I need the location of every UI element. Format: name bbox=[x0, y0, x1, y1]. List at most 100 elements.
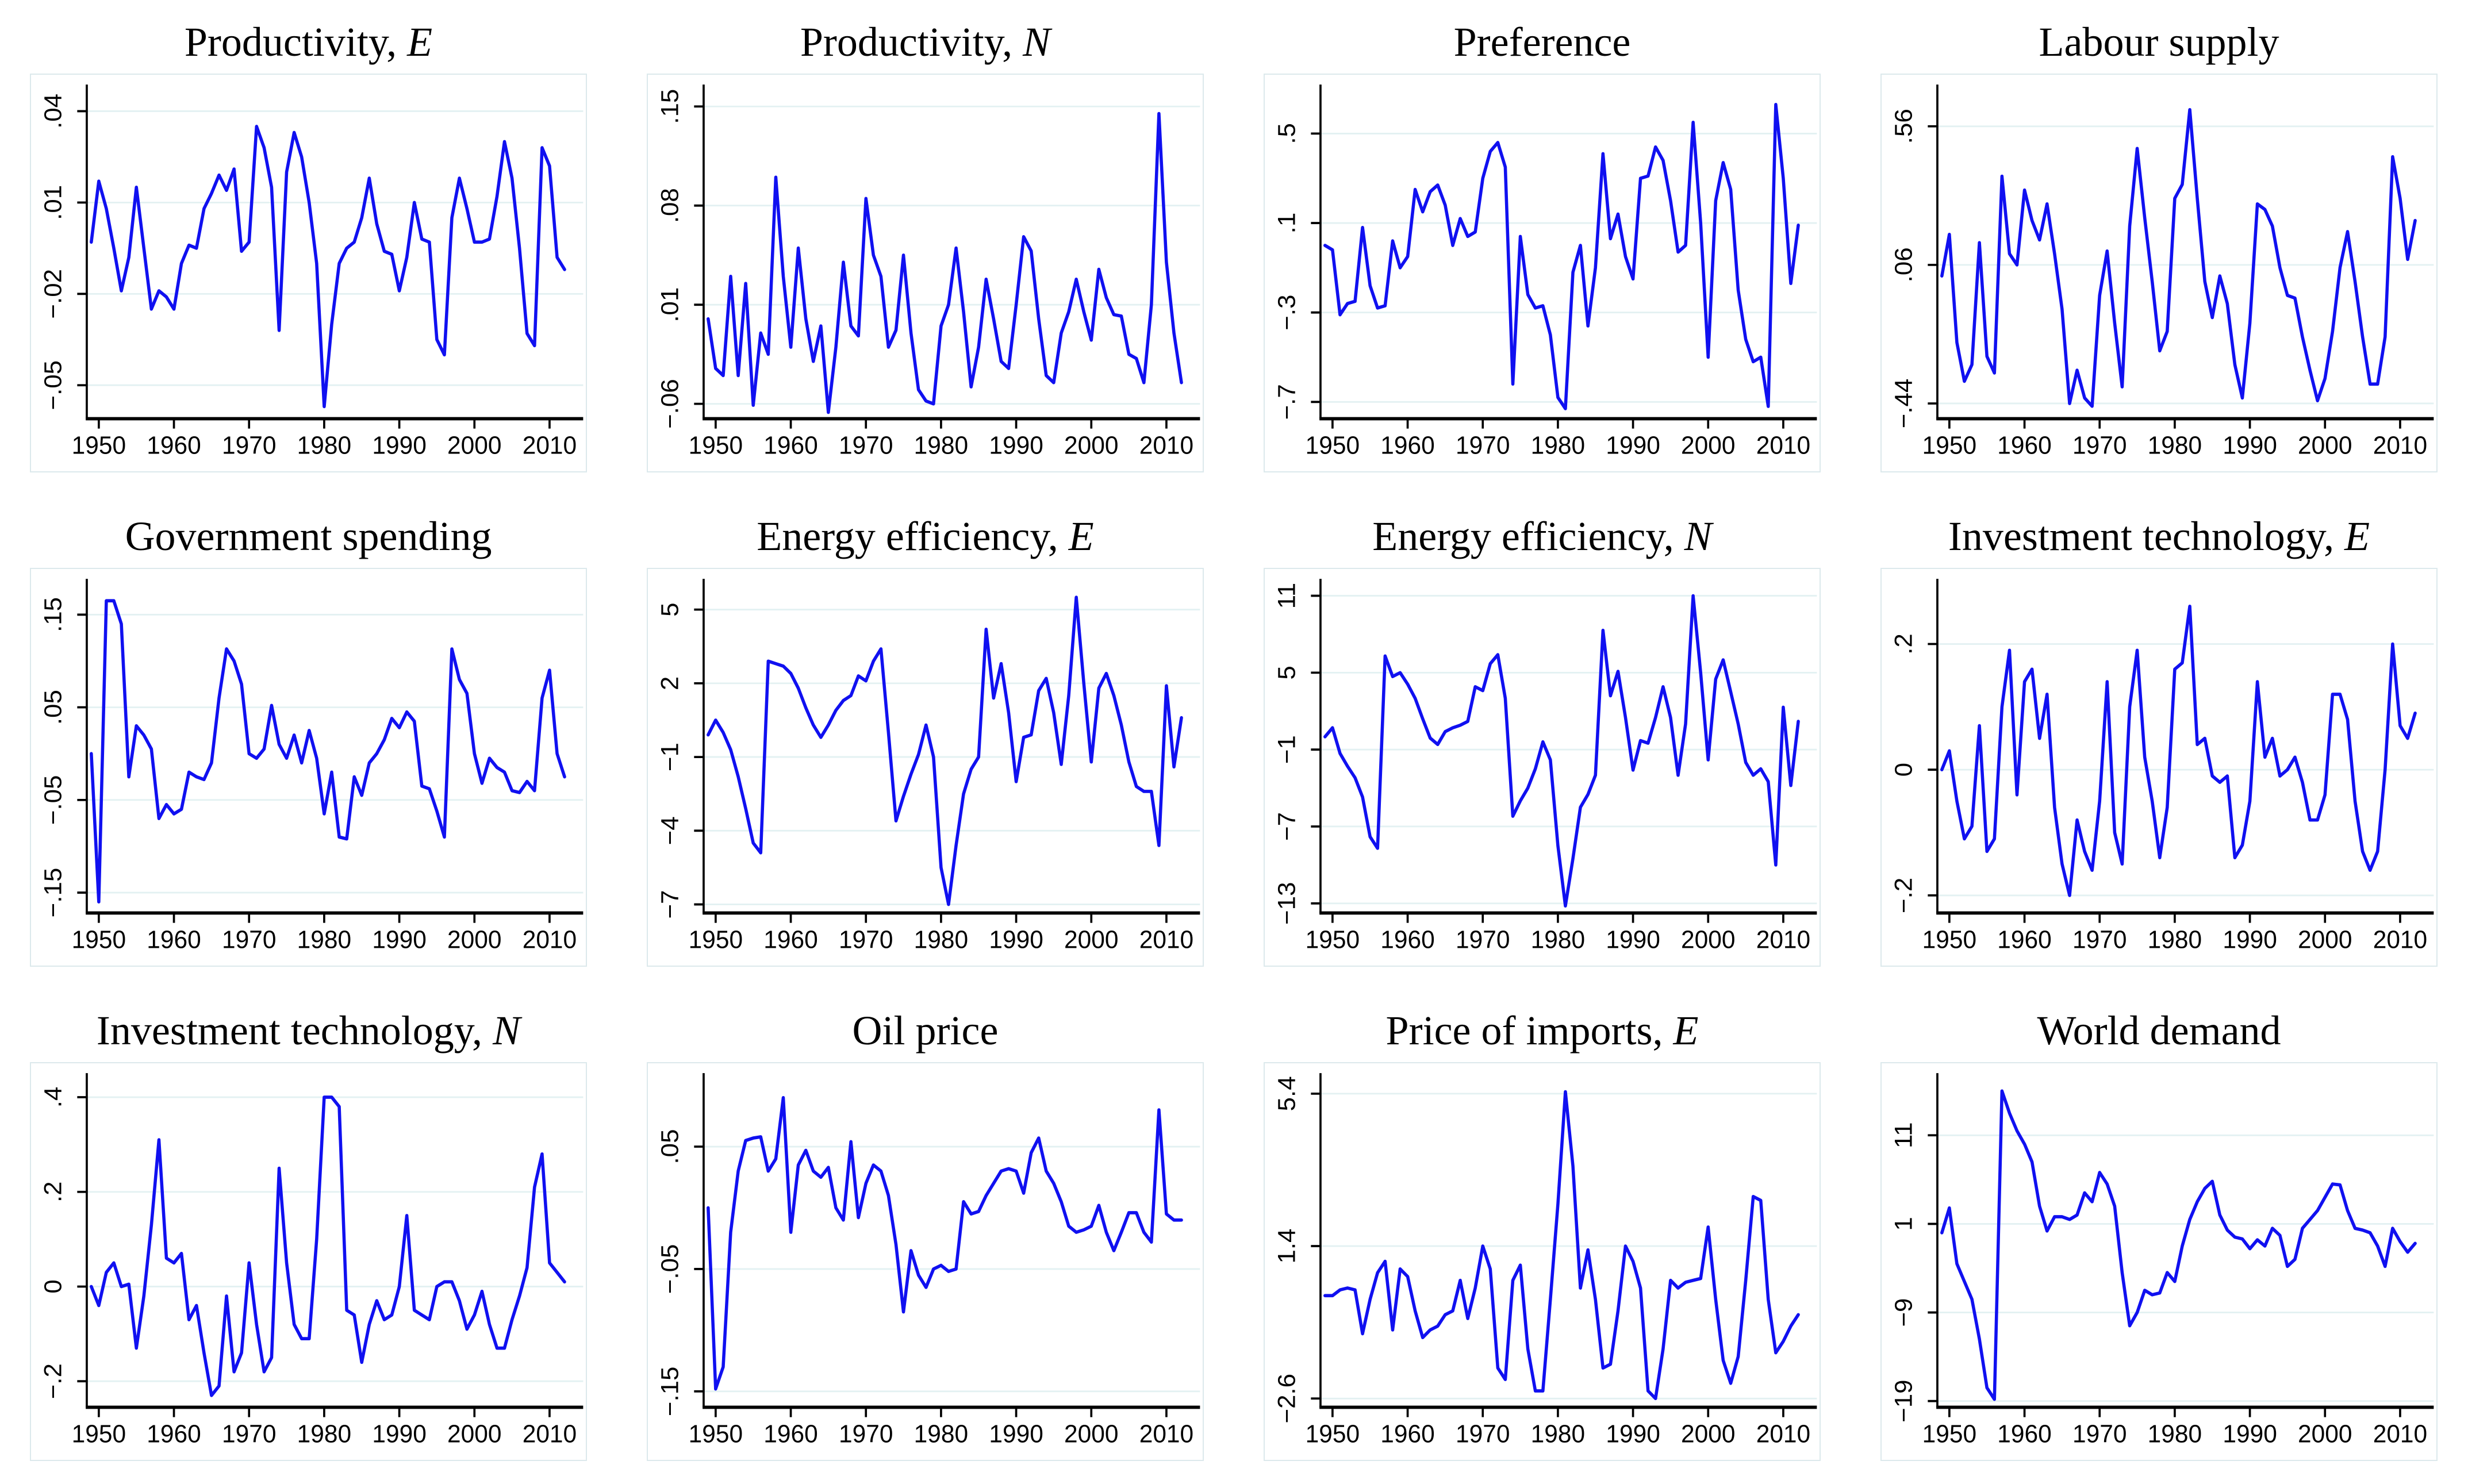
chart-title-text: Labour supply bbox=[2039, 19, 2279, 65]
svg-text:1970: 1970 bbox=[839, 432, 893, 460]
chart-title-text: Preference bbox=[1453, 19, 1631, 65]
plot-panel: 11 5 −1 −7 −13 1950 1960 1970 1980 1990 2000 2010 bbox=[1264, 568, 1821, 967]
svg-text:1990: 1990 bbox=[372, 1420, 426, 1448]
svg-text:1960: 1960 bbox=[763, 1420, 817, 1448]
svg-text:1980: 1980 bbox=[2148, 926, 2202, 954]
svg-text:1960: 1960 bbox=[1380, 432, 1434, 460]
svg-text:1960: 1960 bbox=[1380, 926, 1434, 954]
svg-text:−2.6: −2.6 bbox=[1273, 1374, 1300, 1424]
svg-text:.2: .2 bbox=[1890, 633, 1917, 655]
svg-text:1970: 1970 bbox=[839, 1420, 893, 1448]
chart-title-text: Price of imports, bbox=[1385, 1008, 1674, 1054]
svg-text:1990: 1990 bbox=[989, 1420, 1043, 1448]
svg-text:1.4: 1.4 bbox=[1273, 1229, 1300, 1264]
svg-text:1970: 1970 bbox=[2072, 432, 2127, 460]
svg-text:1950: 1950 bbox=[72, 926, 126, 954]
svg-text:−.05: −.05 bbox=[657, 1244, 684, 1294]
chart-title-oil-price: Oil price bbox=[640, 998, 1211, 1062]
svg-text:1980: 1980 bbox=[2148, 1420, 2202, 1448]
svg-text:.08: .08 bbox=[657, 188, 684, 223]
svg-text:2000: 2000 bbox=[1681, 926, 1735, 954]
svg-text:1990: 1990 bbox=[372, 432, 426, 460]
svg-text:2000: 2000 bbox=[1681, 1420, 1735, 1448]
svg-text:1970: 1970 bbox=[1456, 1420, 1510, 1448]
svg-text:1950: 1950 bbox=[72, 432, 126, 460]
svg-text:2010: 2010 bbox=[1139, 926, 1193, 954]
svg-text:1990: 1990 bbox=[2223, 926, 2277, 954]
svg-text:2000: 2000 bbox=[2298, 1420, 2352, 1448]
chart-title-labour-supply: Labour supply bbox=[1874, 9, 2444, 74]
chart-cell-price-of-imports-e: Price of imports, E 5.4 1.4 −2.6 1950 1960 19… bbox=[1257, 998, 1828, 1474]
svg-text:2000: 2000 bbox=[447, 1420, 501, 1448]
svg-text:1950: 1950 bbox=[1306, 432, 1360, 460]
svg-text:1990: 1990 bbox=[372, 926, 426, 954]
svg-text:1970: 1970 bbox=[1456, 432, 1510, 460]
svg-text:2010: 2010 bbox=[1756, 432, 1810, 460]
svg-text:−1: −1 bbox=[657, 743, 684, 771]
svg-text:2010: 2010 bbox=[1756, 1420, 1810, 1448]
svg-text:1960: 1960 bbox=[1997, 1420, 2051, 1448]
chart-title-suffix: N bbox=[1684, 513, 1712, 559]
svg-text:1970: 1970 bbox=[839, 926, 893, 954]
svg-text:2: 2 bbox=[657, 676, 684, 690]
svg-text:2010: 2010 bbox=[523, 926, 577, 954]
svg-text:1950: 1950 bbox=[72, 1420, 126, 1448]
svg-text:1990: 1990 bbox=[1606, 432, 1660, 460]
svg-text:−4: −4 bbox=[657, 816, 684, 845]
svg-text:11: 11 bbox=[1273, 583, 1300, 609]
svg-text:−9: −9 bbox=[1890, 1298, 1917, 1327]
chart-title-productivity-e: Productivity, E bbox=[23, 9, 594, 74]
chart-title-suffix: N bbox=[493, 1008, 521, 1054]
svg-text:.4: .4 bbox=[40, 1087, 67, 1108]
plot-panel: 11 1 −9 −19 1950 1960 1970 1980 1990 2000 2010 bbox=[1880, 1062, 2438, 1461]
plot-panel: .04 .01 −.02 −.05 1950 1960 1970 1980 1990 2000 20… bbox=[30, 74, 587, 472]
chart-title-productivity-n: Productivity, N bbox=[640, 9, 1211, 74]
svg-text:1970: 1970 bbox=[222, 1420, 276, 1448]
svg-text:2000: 2000 bbox=[1064, 432, 1118, 460]
plot-panel: .2 0 −.2 1950 1960 1970 1980 1990 2000 2010 bbox=[1880, 568, 2438, 967]
chart-title-world-demand: World demand bbox=[1874, 998, 2444, 1062]
plot-panel: .56 .06 −.44 1950 1960 1970 1980 1990 2000 2010 bbox=[1880, 74, 2438, 472]
chart-cell-government-spending: Government spending .15 .05 −.05 −.15 1950 19… bbox=[23, 503, 594, 979]
chart-title-price-of-imports-e: Price of imports, E bbox=[1257, 998, 1828, 1062]
svg-text:.2: .2 bbox=[40, 1181, 67, 1202]
svg-text:1950: 1950 bbox=[1922, 432, 1976, 460]
svg-text:1980: 1980 bbox=[914, 926, 968, 954]
svg-text:1970: 1970 bbox=[222, 926, 276, 954]
svg-text:1950: 1950 bbox=[689, 1420, 743, 1448]
chart-title-text: Energy efficiency, bbox=[757, 513, 1069, 559]
svg-text:−7: −7 bbox=[657, 890, 684, 919]
svg-text:1950: 1950 bbox=[1922, 926, 1976, 954]
svg-text:1960: 1960 bbox=[147, 926, 201, 954]
svg-text:1960: 1960 bbox=[147, 1420, 201, 1448]
chart-title-text: World demand bbox=[2037, 1008, 2281, 1054]
svg-text:−.05: −.05 bbox=[40, 775, 67, 825]
chart-cell-preference: Preference .5 .1 −.3 −.7 1950 1960 1970 1980 199… bbox=[1257, 9, 1828, 485]
svg-text:2000: 2000 bbox=[447, 432, 501, 460]
chart-title-suffix: E bbox=[407, 19, 433, 65]
chart-title-text: Productivity, bbox=[184, 19, 408, 65]
svg-text:1980: 1980 bbox=[297, 926, 351, 954]
svg-text:0: 0 bbox=[1890, 763, 1917, 776]
svg-text:1960: 1960 bbox=[147, 432, 201, 460]
svg-text:.04: .04 bbox=[40, 94, 67, 129]
chart-cell-productivity-e: Productivity, E .04 .01 −.02 −.05 1950 1960 19… bbox=[23, 9, 594, 485]
chart-cell-world-demand: World demand 11 1 −9 −19 1950 1960 1970 1980 199… bbox=[1874, 998, 2444, 1474]
svg-text:.1: .1 bbox=[1273, 213, 1300, 234]
chart-title-suffix: E bbox=[1673, 1008, 1699, 1054]
chart-cell-productivity-n: Productivity, N .15 .08 .01 −.06 1950 1960 197… bbox=[640, 9, 1211, 485]
chart-cell-labour-supply: Labour supply .56 .06 −.44 1950 1960 1970 1980… bbox=[1874, 9, 2444, 485]
svg-text:1980: 1980 bbox=[1531, 432, 1585, 460]
svg-text:−13: −13 bbox=[1273, 882, 1300, 925]
svg-text:1950: 1950 bbox=[1922, 1420, 1976, 1448]
chart-title-suffix: N bbox=[1023, 19, 1051, 65]
svg-text:.01: .01 bbox=[657, 287, 684, 322]
plot-panel: 5.4 1.4 −2.6 1950 1960 1970 1980 1990 2000 2010 bbox=[1264, 1062, 1821, 1461]
